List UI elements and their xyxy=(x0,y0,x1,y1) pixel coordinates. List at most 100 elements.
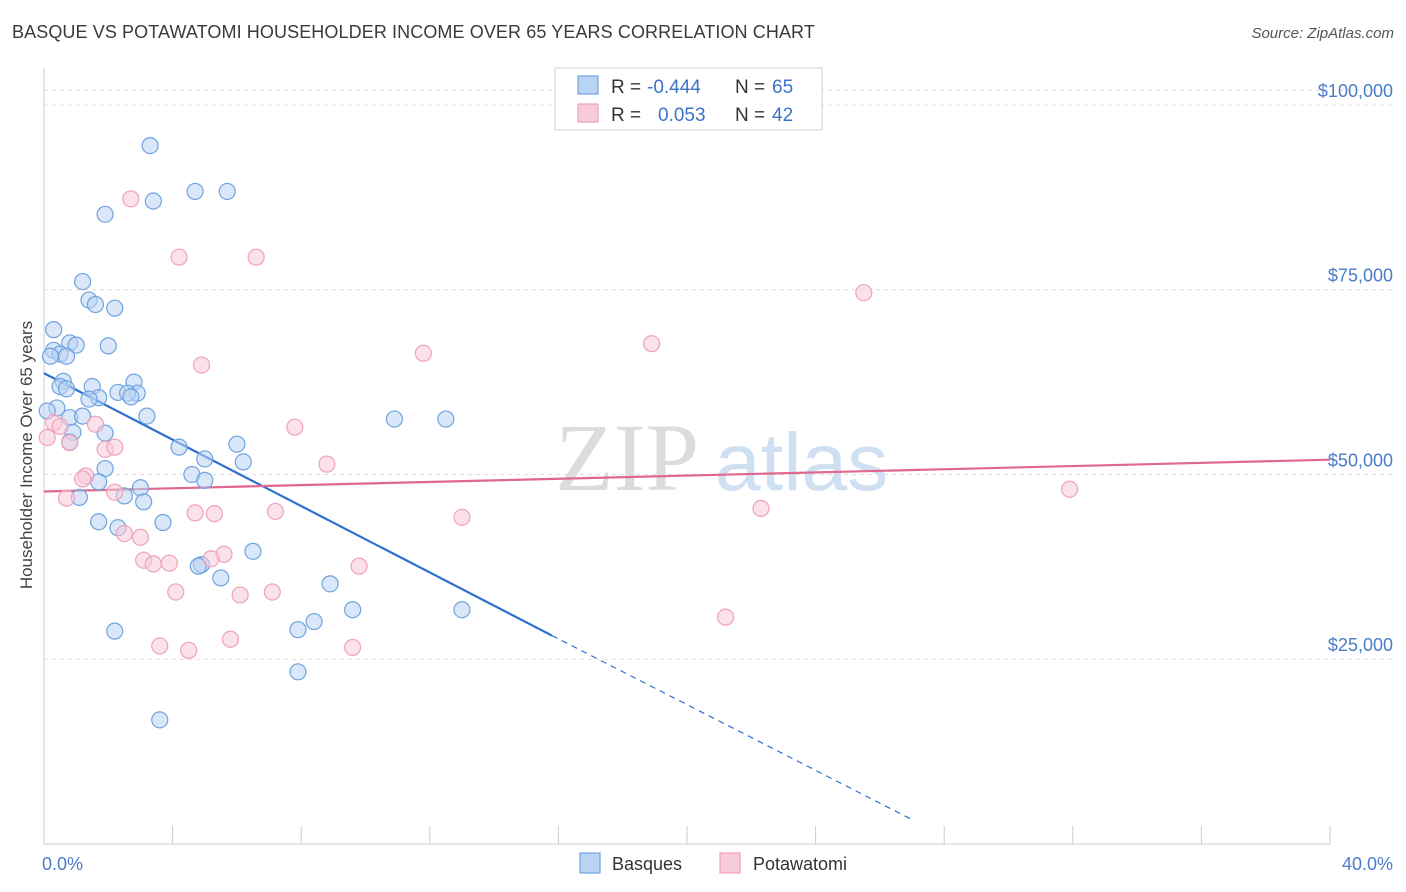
data-point-potawatomi xyxy=(186,504,204,522)
data-point-basques xyxy=(289,663,307,681)
x-tick-label-min: 0.0% xyxy=(42,854,83,874)
y-tick-label: $25,000 xyxy=(1328,635,1393,655)
axes xyxy=(43,68,1331,845)
data-point-basques xyxy=(41,347,60,365)
data-point-basques xyxy=(437,410,455,428)
data-point-potawatomi xyxy=(231,586,249,604)
watermark-zip: ZIP xyxy=(555,404,699,511)
data-point-potawatomi xyxy=(51,417,69,436)
data-point-potawatomi xyxy=(106,438,124,456)
data-point-basques xyxy=(453,601,471,619)
trend-line-basques-extension xyxy=(551,635,913,821)
trend-line-basques xyxy=(43,372,553,637)
x-tick-label-max: 40.0% xyxy=(1342,854,1393,874)
data-point-basques xyxy=(138,407,156,425)
data-point-potawatomi xyxy=(205,505,223,523)
y-tick-label: $75,000 xyxy=(1328,266,1393,286)
series-legend-label-basques: Basques xyxy=(612,854,682,874)
data-point-potawatomi xyxy=(221,630,240,648)
data-point-basques xyxy=(212,569,230,587)
data-point-potawatomi xyxy=(263,583,281,601)
data-point-basques xyxy=(67,336,85,354)
data-point-potawatomi xyxy=(350,557,368,575)
series-legend-swatch-potawatomi xyxy=(719,852,741,874)
data-point-basques xyxy=(86,295,105,314)
data-point-basques xyxy=(122,388,140,406)
data-point-potawatomi xyxy=(202,550,220,568)
y-tick-label: $50,000 xyxy=(1328,450,1393,470)
data-point-potawatomi xyxy=(1060,480,1079,498)
data-point-basques xyxy=(234,453,252,471)
data-point-potawatomi xyxy=(453,508,471,526)
data-point-basques xyxy=(73,272,92,291)
legend-r-value-basques: -0.444 xyxy=(647,77,701,98)
legend-n-label-potawatomi: N = xyxy=(735,105,765,126)
data-point-potawatomi xyxy=(643,335,661,353)
data-point-potawatomi xyxy=(167,583,185,601)
data-point-basques xyxy=(289,621,307,639)
data-point-basques xyxy=(385,410,404,428)
data-point-basques xyxy=(135,493,153,511)
grid-lines xyxy=(44,89,1393,660)
trend-line-potawatomi xyxy=(43,458,1331,493)
data-point-potawatomi xyxy=(752,499,770,518)
tick-labels: $25,000 $50,000 $75,000 $100,000 0.0% 40.0% xyxy=(42,81,1393,874)
data-point-potawatomi xyxy=(61,434,79,452)
data-point-basques xyxy=(106,622,124,640)
data-point-basques xyxy=(228,435,246,453)
data-point-potawatomi xyxy=(86,415,105,433)
data-point-basques xyxy=(99,337,117,355)
data-point-potawatomi xyxy=(160,554,178,572)
watermark-atlas: atlas xyxy=(715,417,888,508)
data-point-basques xyxy=(57,380,76,398)
y-tick-label: $100,000 xyxy=(1318,81,1393,101)
data-point-potawatomi xyxy=(716,608,735,626)
data-point-potawatomi xyxy=(192,356,211,374)
data-point-potawatomi xyxy=(180,641,198,659)
legend-r-value-potawatomi: 0.053 xyxy=(658,105,706,126)
series-legend-label-potawatomi: Potawatomi xyxy=(753,854,847,874)
data-point-basques xyxy=(196,471,214,489)
data-point-basques xyxy=(73,407,92,425)
series-legend: Basques Potawatomi xyxy=(579,852,847,874)
legend-r-label-potawatomi: R = xyxy=(611,105,641,126)
data-point-potawatomi xyxy=(131,528,150,546)
source-label: Source: ZipAtlas.com xyxy=(1251,25,1394,42)
data-point-basques xyxy=(106,299,124,317)
legend-n-label-basques: N = xyxy=(735,77,765,98)
data-point-basques xyxy=(218,182,236,201)
data-point-basques xyxy=(244,542,262,560)
data-point-potawatomi xyxy=(122,190,140,208)
data-point-basques xyxy=(45,321,63,339)
data-point-potawatomi xyxy=(247,248,265,266)
data-point-basques xyxy=(154,513,172,532)
trend-lines xyxy=(43,372,1331,821)
data-point-potawatomi xyxy=(115,524,133,543)
data-point-potawatomi xyxy=(855,284,873,302)
data-point-basques xyxy=(141,137,159,155)
series-legend-swatch-basques xyxy=(579,852,601,874)
y-axis-label: Householder Income Over 65 years xyxy=(17,321,36,589)
legend-n-value-potawatomi: 42 xyxy=(772,105,793,126)
data-point-basques xyxy=(189,557,207,575)
data-point-basques xyxy=(196,450,214,468)
data-point-basques xyxy=(80,390,98,408)
data-point-potawatomi xyxy=(286,418,304,436)
data-point-potawatomi xyxy=(38,428,56,447)
correlation-legend: R = -0.444 N = 65 R = 0.053 N = 42 xyxy=(554,67,823,131)
data-point-potawatomi xyxy=(344,638,362,657)
data-point-potawatomi xyxy=(57,489,76,507)
data-points xyxy=(38,137,1079,729)
legend-box xyxy=(554,67,823,131)
data-point-potawatomi xyxy=(151,637,169,655)
data-point-basques xyxy=(170,438,188,456)
legend-r-label-basques: R = xyxy=(611,77,641,98)
data-point-potawatomi xyxy=(106,483,124,501)
legend-n-value-basques: 65 xyxy=(772,77,793,98)
data-point-potawatomi xyxy=(318,455,336,473)
data-point-potawatomi xyxy=(73,470,92,488)
data-point-basques xyxy=(151,711,169,729)
data-point-potawatomi xyxy=(170,248,188,266)
legend-swatch-potawatomi xyxy=(577,103,599,123)
